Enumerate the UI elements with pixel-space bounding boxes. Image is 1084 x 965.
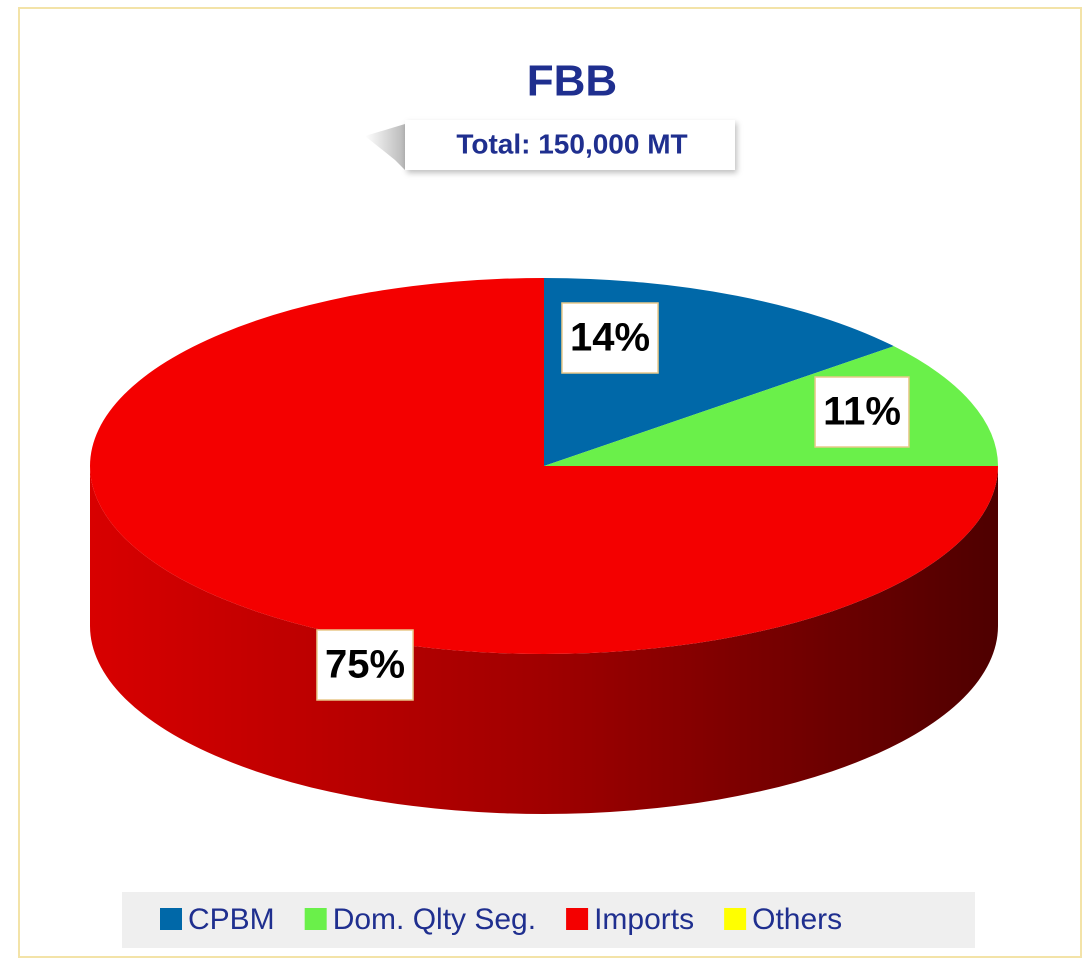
subtitle-box [405, 120, 735, 170]
legend-label: Others [752, 903, 842, 936]
legend-swatch [724, 908, 747, 930]
legend-box [122, 892, 975, 948]
legend-swatch [304, 908, 327, 930]
legend-swatch [160, 908, 182, 930]
data-labels: 14% 11% 75% [316, 302, 910, 701]
legend-label: Dom. Qlty Seg. [333, 903, 536, 936]
legend-label: Imports [594, 903, 694, 936]
pie-slice [90, 278, 998, 654]
data-label: 75% [325, 643, 405, 687]
subtitle-shadow [365, 124, 405, 170]
pie-tops [90, 278, 998, 654]
legend: CPBM Dom. Qlty Seg. Imports Others [160, 903, 842, 936]
data-label-box [316, 629, 414, 701]
chart-subtitle: Total: 150,000 MT [456, 128, 687, 159]
chart-title: FBB [527, 57, 617, 106]
pie-sides [90, 466, 998, 814]
legend-label: CPBM [188, 903, 275, 936]
legend-swatch [566, 908, 589, 930]
data-label-box [561, 302, 659, 374]
pie-side [90, 466, 998, 814]
data-label: 14% [570, 316, 650, 360]
data-label: 11% [823, 390, 901, 434]
data-label-box [814, 376, 910, 448]
